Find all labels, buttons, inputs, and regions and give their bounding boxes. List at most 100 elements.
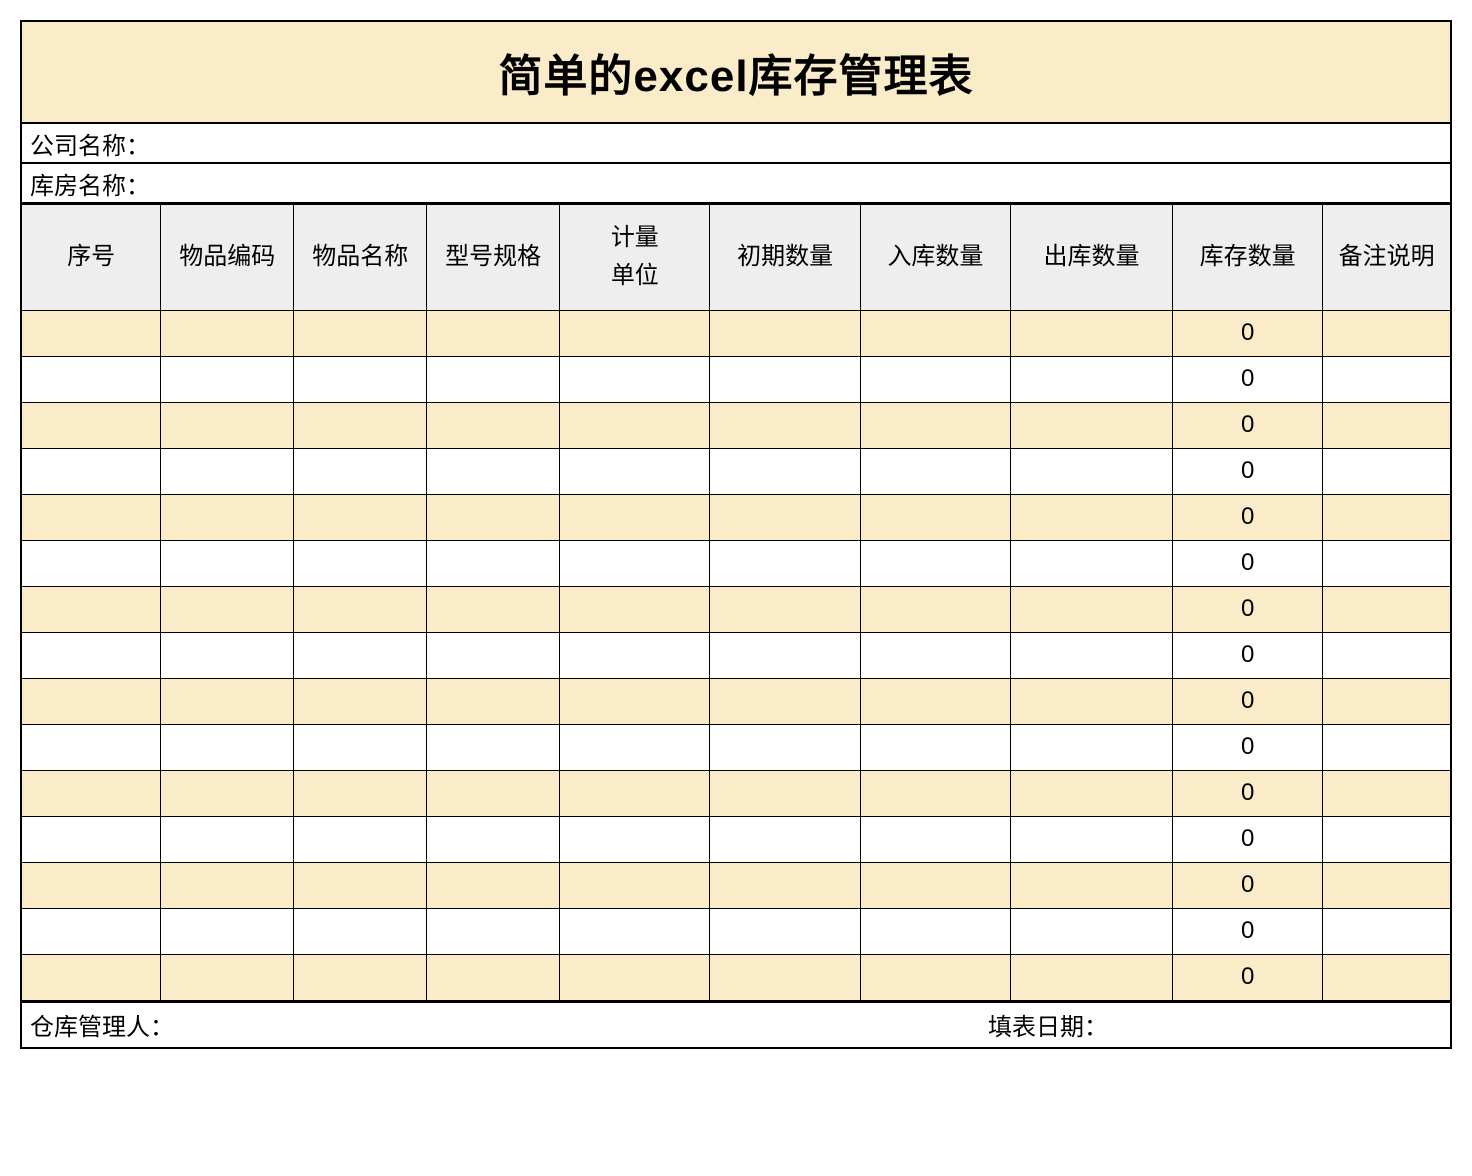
table-cell[interactable] (560, 816, 710, 862)
table-cell[interactable] (710, 632, 860, 678)
table-cell[interactable] (427, 494, 560, 540)
table-cell[interactable] (1323, 586, 1450, 632)
table-cell[interactable] (294, 724, 427, 770)
table-cell[interactable] (294, 678, 427, 724)
table-cell[interactable] (22, 724, 161, 770)
table-cell[interactable] (1323, 954, 1450, 1000)
table-cell[interactable] (560, 356, 710, 402)
table-cell[interactable] (710, 724, 860, 770)
table-cell[interactable]: 0 (1172, 862, 1322, 908)
table-cell[interactable]: 0 (1172, 448, 1322, 494)
table-cell[interactable] (427, 356, 560, 402)
table-cell[interactable] (1011, 494, 1173, 540)
table-cell[interactable] (294, 540, 427, 586)
table-cell[interactable] (1323, 356, 1450, 402)
table-cell[interactable] (560, 724, 710, 770)
table-cell[interactable] (427, 402, 560, 448)
table-cell[interactable] (427, 724, 560, 770)
table-cell[interactable] (161, 356, 294, 402)
table-cell[interactable] (710, 494, 860, 540)
footer-manager[interactable]: 仓库管理人： (22, 1001, 980, 1048)
company-name-row[interactable]: 公司名称： (22, 124, 1450, 164)
table-cell[interactable] (710, 954, 860, 1000)
table-cell[interactable] (427, 678, 560, 724)
table-cell[interactable] (860, 540, 1010, 586)
table-cell[interactable] (1011, 356, 1173, 402)
table-cell[interactable] (860, 448, 1010, 494)
table-cell[interactable] (1011, 402, 1173, 448)
table-cell[interactable] (1011, 908, 1173, 954)
table-cell[interactable] (710, 816, 860, 862)
table-cell[interactable] (860, 356, 1010, 402)
table-cell[interactable] (1323, 678, 1450, 724)
table-cell[interactable] (22, 770, 161, 816)
table-cell[interactable] (161, 862, 294, 908)
table-cell[interactable]: 0 (1172, 908, 1322, 954)
table-cell[interactable] (427, 954, 560, 1000)
table-cell[interactable] (161, 310, 294, 356)
table-cell[interactable] (161, 678, 294, 724)
table-cell[interactable] (427, 586, 560, 632)
footer-date[interactable]: 填表日期： (980, 1001, 1450, 1048)
table-cell[interactable] (860, 494, 1010, 540)
table-cell[interactable]: 0 (1172, 724, 1322, 770)
table-cell[interactable] (710, 678, 860, 724)
table-cell[interactable] (22, 632, 161, 678)
table-cell[interactable] (294, 356, 427, 402)
table-cell[interactable]: 0 (1172, 494, 1322, 540)
table-cell[interactable] (860, 770, 1010, 816)
table-cell[interactable] (161, 770, 294, 816)
table-cell[interactable] (1323, 448, 1450, 494)
table-cell[interactable] (860, 908, 1010, 954)
table-cell[interactable] (1011, 954, 1173, 1000)
table-cell[interactable] (560, 494, 710, 540)
table-cell[interactable] (294, 448, 427, 494)
table-cell[interactable] (560, 448, 710, 494)
table-cell[interactable] (560, 402, 710, 448)
table-cell[interactable] (161, 586, 294, 632)
table-cell[interactable]: 0 (1172, 770, 1322, 816)
table-cell[interactable]: 0 (1172, 678, 1322, 724)
table-cell[interactable] (1323, 494, 1450, 540)
table-cell[interactable] (427, 310, 560, 356)
table-cell[interactable] (161, 540, 294, 586)
table-cell[interactable] (860, 586, 1010, 632)
table-cell[interactable] (1323, 310, 1450, 356)
table-cell[interactable] (1323, 402, 1450, 448)
table-cell[interactable] (860, 678, 1010, 724)
table-cell[interactable] (427, 448, 560, 494)
table-cell[interactable] (161, 632, 294, 678)
table-cell[interactable] (1323, 632, 1450, 678)
table-cell[interactable] (710, 356, 860, 402)
table-cell[interactable] (560, 310, 710, 356)
table-cell[interactable] (294, 862, 427, 908)
table-cell[interactable] (22, 494, 161, 540)
table-cell[interactable] (860, 816, 1010, 862)
table-cell[interactable] (710, 770, 860, 816)
table-cell[interactable] (427, 816, 560, 862)
table-cell[interactable] (294, 770, 427, 816)
table-cell[interactable] (860, 954, 1010, 1000)
table-cell[interactable] (1011, 770, 1173, 816)
table-cell[interactable] (710, 540, 860, 586)
table-cell[interactable] (294, 494, 427, 540)
table-cell[interactable] (1011, 678, 1173, 724)
table-cell[interactable] (1323, 908, 1450, 954)
table-cell[interactable]: 0 (1172, 356, 1322, 402)
table-cell[interactable] (560, 632, 710, 678)
warehouse-name-row[interactable]: 库房名称： (22, 164, 1450, 204)
table-cell[interactable] (22, 402, 161, 448)
table-cell[interactable] (22, 678, 161, 724)
table-cell[interactable] (560, 586, 710, 632)
table-cell[interactable] (560, 862, 710, 908)
table-cell[interactable] (560, 678, 710, 724)
table-cell[interactable]: 0 (1172, 402, 1322, 448)
table-cell[interactable] (22, 862, 161, 908)
table-cell[interactable] (710, 862, 860, 908)
table-cell[interactable] (860, 862, 1010, 908)
table-cell[interactable] (294, 954, 427, 1000)
table-cell[interactable] (560, 770, 710, 816)
table-cell[interactable] (1011, 448, 1173, 494)
table-cell[interactable] (1323, 724, 1450, 770)
table-cell[interactable]: 0 (1172, 540, 1322, 586)
